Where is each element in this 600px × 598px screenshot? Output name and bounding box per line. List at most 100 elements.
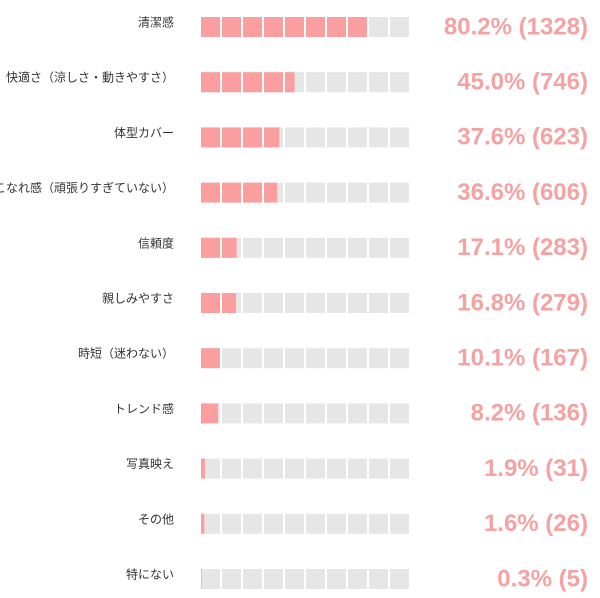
bar-segment-empty (348, 293, 367, 313)
bar-segment-filled (201, 127, 220, 148)
bar-segment-empty (348, 569, 367, 589)
chart-row: 特にない 0.3% (5) (126, 565, 588, 592)
category-label: 写真映え (126, 457, 174, 471)
bar-segment-empty (264, 569, 283, 589)
bar-segment-empty (285, 127, 304, 148)
bar-segment-filled (243, 72, 262, 93)
bar-segment-filled (285, 17, 304, 37)
bar-segment-empty (222, 513, 241, 534)
chart-row: 写真映え 1.9% (31) (126, 455, 588, 482)
bar-segment-empty (222, 403, 241, 424)
category-label: トレンド感 (114, 401, 174, 416)
bar-segment-empty (306, 348, 325, 369)
value-label: 8.2% (136) (471, 400, 588, 427)
chart-row: トレンド感 8.2% (136) (114, 400, 588, 427)
bar-segment-empty (306, 182, 325, 203)
bar-segment-empty (243, 293, 262, 313)
bar-segment-empty (348, 458, 367, 479)
bar-segment-empty (390, 237, 409, 258)
value-label: 16.8% (279) (457, 289, 588, 316)
value-label: 1.6% (26) (484, 510, 588, 537)
chart-row: 時短（迷わない） 10.1% (167) (78, 345, 588, 372)
bar-segment-empty (369, 17, 388, 37)
bar-segment-filled (201, 348, 220, 369)
bar-segment-empty (327, 127, 346, 148)
bar-segment-filled (201, 72, 220, 93)
bar-segment-empty (327, 458, 346, 479)
bar-segment-empty (285, 403, 304, 424)
bar-segment-filled (201, 293, 220, 313)
bar-segment-empty (264, 348, 283, 369)
chart-row: 快適さ（涼しさ・動きやすさ） 45.0% (746) (6, 69, 588, 96)
bar-segment-empty (369, 569, 388, 589)
bar-segment-empty (369, 348, 388, 369)
bar-segment-empty (327, 513, 346, 534)
bar-segment-filled (201, 182, 220, 203)
category-label: 快適さ（涼しさ・動きやすさ） (6, 70, 174, 85)
bar-segment-empty (390, 403, 409, 424)
bar-segment-empty (348, 72, 367, 93)
bar-segment-filled (222, 237, 237, 258)
bar-segment-empty (285, 513, 304, 534)
bar-segment-empty (369, 403, 388, 424)
bar-segment-empty (243, 513, 262, 534)
bar-segment-filled (264, 182, 278, 203)
bar-segment-empty (264, 237, 283, 258)
category-label: 親しみやすさ (102, 292, 174, 306)
bar-segment-empty (306, 403, 325, 424)
category-label: その他 (138, 512, 174, 526)
bar-segment-empty (285, 293, 304, 313)
bar-segment-empty (327, 72, 346, 93)
bar-segment-empty (327, 293, 346, 313)
bar-segment-filled (285, 72, 295, 93)
chart-row: 体型カバー 37.6% (623) (114, 124, 588, 151)
bar-segment-empty (243, 237, 262, 258)
value-label: 36.6% (606) (457, 179, 588, 206)
bar-segment-filled (201, 458, 205, 479)
bar-segment-empty (348, 127, 367, 148)
bar-segment-empty (264, 458, 283, 479)
bar-segment-empty (390, 127, 409, 148)
chart-row: 清潔感 80.2% (1328) (138, 13, 588, 40)
bar-segment-filled (264, 127, 280, 148)
bar-segment-filled (264, 17, 283, 37)
bar-segment-filled (201, 17, 220, 37)
bar-segment-empty (243, 458, 262, 479)
bar-segment-empty (306, 458, 325, 479)
bar-segment-empty (306, 513, 325, 534)
bar-segment-empty (327, 182, 346, 203)
bar-segment-empty (243, 569, 262, 589)
chart-row: その他 1.6% (26) (138, 510, 588, 537)
bar-segment-filled (222, 182, 241, 203)
bar-segment-filled (222, 293, 236, 313)
value-label: 45.0% (746) (457, 69, 588, 96)
chart-row: こなれ感（頑張りすぎていない） 36.6% (606) (0, 179, 588, 206)
bar-segment-filled (243, 127, 262, 148)
category-label: 時短（迷わない） (78, 347, 174, 361)
bar-segment-empty (222, 458, 241, 479)
bar-segment-empty (390, 182, 409, 203)
bar-segment-empty (306, 72, 325, 93)
bar-segment-empty (390, 569, 409, 589)
value-label: 10.1% (167) (457, 345, 588, 372)
value-label: 37.6% (623) (457, 124, 588, 151)
bar-segment-empty (327, 348, 346, 369)
bar-segment-empty (201, 458, 220, 479)
bar-segment-empty (348, 237, 367, 258)
bar-segment-empty (369, 458, 388, 479)
bar-segment-filled (327, 17, 346, 37)
bar-segment-filled (201, 403, 219, 424)
category-label: 特にない (126, 567, 174, 582)
bar-segment-filled (243, 17, 262, 37)
bar-segment-empty (390, 293, 409, 313)
bar-segment-empty (264, 403, 283, 424)
bar-segment-empty (306, 569, 325, 589)
bar-segment-empty (327, 237, 346, 258)
bar-segment-empty (327, 569, 346, 589)
bar-segment-empty (390, 348, 409, 369)
bar-segment-empty (390, 72, 409, 93)
bar-segment-empty (243, 403, 262, 424)
bar-segment-empty (348, 513, 367, 534)
bar-segment-empty (285, 182, 304, 203)
bar-segment-filled (243, 182, 262, 203)
